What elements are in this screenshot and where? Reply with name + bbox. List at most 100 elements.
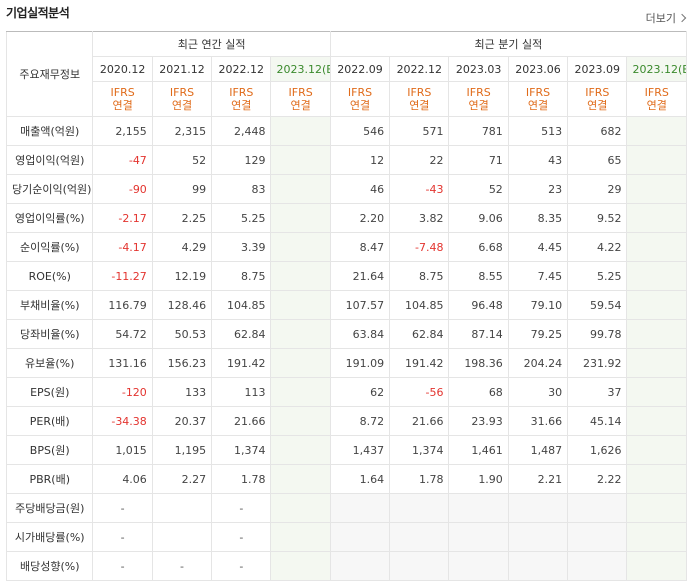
section-title: 기업실적분석 [6, 6, 70, 20]
quarter-value-cell: -56 [389, 377, 450, 407]
quarter-value-cell: 31.66 [507, 406, 569, 436]
annual-value-cell: 2.25 [151, 203, 213, 233]
annual-value-cell [270, 261, 331, 291]
quarter-value-cell [329, 493, 391, 523]
annual-period-header: 2023.12(E) [270, 56, 331, 82]
annual-value-cell [270, 174, 331, 204]
table-row: 영업이익(억원) -47 52 129 12 22 71 43 65 [5, 145, 687, 175]
annual-value-cell: 8.75 [211, 261, 272, 291]
quarter-value-cell: 231.92 [567, 348, 628, 378]
quarter-value-cell: 21.66 [389, 406, 450, 436]
quarter-value-cell: 8.47 [329, 232, 391, 262]
quarter-value-cell [626, 261, 687, 291]
row-label: 유보율(%) [5, 348, 94, 378]
ifrs-basis-label: IFRS 연결 [567, 81, 628, 117]
quarter-value-cell: 1,437 [329, 435, 391, 465]
row-label: 영업이익(억원) [5, 145, 94, 175]
ifrs-label: IFRS [525, 86, 551, 99]
quarter-value-cell [626, 290, 687, 320]
annual-value-cell [270, 232, 331, 262]
row-label: 부채비율(%) [5, 290, 94, 320]
quarter-value-cell: 191.42 [389, 348, 450, 378]
quarter-value-cell: 96.48 [448, 290, 509, 320]
quarter-value-cell: 1,487 [507, 435, 569, 465]
annual-group-header: 최근 연간 실적 [92, 31, 331, 57]
quarter-group-header: 최근 분기 실적 [329, 31, 688, 57]
quarter-value-cell: 22 [389, 145, 450, 175]
quarter-value-cell: 4.45 [507, 232, 569, 262]
annual-value-cell [270, 435, 331, 465]
quarter-value-cell: 37 [567, 377, 628, 407]
annual-value-cell [270, 522, 331, 552]
annual-value-cell: - [211, 522, 272, 552]
table-row: 주당배당금(원) - - [5, 493, 687, 523]
annual-value-cell: -11.27 [92, 261, 153, 291]
quarter-value-cell: 12 [329, 145, 391, 175]
annual-value-cell [270, 551, 331, 581]
annual-value-cell: 21.66 [211, 406, 272, 436]
annual-value-cell: 5.25 [211, 203, 272, 233]
quarter-value-cell [567, 522, 628, 552]
annual-value-cell [270, 464, 331, 494]
quarter-value-cell: 546 [329, 116, 391, 146]
table-row: ROE(%) -11.27 12.19 8.75 21.64 8.75 8.55 7.45 5.… [5, 261, 687, 291]
table-row: 부채비율(%) 116.79 128.46 104.85 107.57 104.85 96.… [5, 290, 687, 320]
quarter-value-cell: 1.78 [389, 464, 450, 494]
annual-value-cell: 129 [211, 145, 272, 175]
table-row: BPS(원) 1,015 1,195 1,374 1,437 1,374 1,461 1,48… [5, 435, 687, 465]
quarter-value-cell: 46 [329, 174, 391, 204]
quarter-value-cell [567, 493, 628, 523]
quarter-value-cell: 9.52 [567, 203, 628, 233]
annual-value-cell: 113 [211, 377, 272, 407]
quarter-value-cell: 4.22 [567, 232, 628, 262]
annual-value-cell: 133 [151, 377, 213, 407]
quarter-value-cell: 8.75 [389, 261, 450, 291]
more-link[interactable]: 더보기 [645, 10, 687, 26]
quarter-value-cell: 204.24 [507, 348, 569, 378]
quarter-value-cell [626, 522, 687, 552]
ifrs-label: IFRS [466, 86, 491, 99]
quarter-value-cell [626, 203, 687, 233]
annual-value-cell: 2,155 [92, 116, 153, 146]
quarter-value-cell [626, 319, 687, 349]
quarter-value-cell: 8.35 [507, 203, 569, 233]
annual-value-cell [270, 348, 331, 378]
quarter-value-cell: 87.14 [448, 319, 509, 349]
annual-value-cell: -47 [92, 145, 153, 175]
quarter-value-cell: 8.55 [448, 261, 509, 291]
table-row: 시가배당률(%) - - [5, 522, 687, 552]
quarter-value-cell: 23.93 [448, 406, 509, 436]
quarter-value-cell: 7.45 [507, 261, 569, 291]
table-row: PER(배) -34.38 20.37 21.66 8.72 21.66 23.93 31.6… [5, 406, 687, 436]
annual-value-cell: 156.23 [151, 348, 213, 378]
annual-value-cell: 54.72 [92, 319, 153, 349]
quarter-value-cell: 107.57 [329, 290, 391, 320]
table-row: 유보율(%) 131.16 156.23 191.42 191.09 191.42 198.… [5, 348, 687, 378]
quarter-period-header: 2022.12 [389, 56, 450, 82]
annual-value-cell [270, 493, 331, 523]
quarter-value-cell [626, 464, 687, 494]
row-label: BPS(원) [5, 435, 94, 465]
quarter-value-cell: 198.36 [448, 348, 509, 378]
quarter-value-cell: 5.25 [567, 261, 628, 291]
annual-value-cell: 116.79 [92, 290, 153, 320]
annual-value-cell: 99 [151, 174, 213, 204]
annual-value-cell [270, 203, 331, 233]
ifrs-basis-label: IFRS 연결 [329, 81, 391, 117]
table-row: 당좌비율(%) 54.72 50.53 62.84 63.84 62.84 87.14 79.… [5, 319, 687, 349]
ifrs-label: IFRS [288, 86, 313, 99]
ifrs-label: IFRS [110, 86, 135, 99]
more-label: 더보기 [645, 12, 676, 25]
quarter-value-cell [389, 522, 450, 552]
quarter-value-cell: 1.90 [448, 464, 509, 494]
row-label: 배당성향(%) [5, 551, 94, 581]
quarter-value-cell [448, 493, 509, 523]
annual-value-cell [270, 116, 331, 146]
ifrs-basis-label: IFRS 연결 [211, 81, 272, 117]
quarter-value-cell: 21.64 [329, 261, 391, 291]
ifrs-label: IFRS [644, 86, 669, 99]
quarter-value-cell: -43 [389, 174, 450, 204]
quarter-value-cell [626, 116, 687, 146]
quarter-value-cell: 571 [389, 116, 450, 146]
